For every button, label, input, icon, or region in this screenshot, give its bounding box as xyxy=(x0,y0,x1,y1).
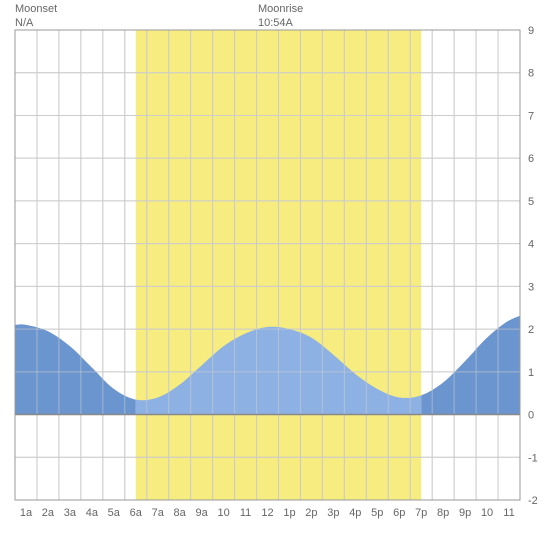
x-tick-label: 9p xyxy=(459,507,471,519)
x-tick-label: 1p xyxy=(283,507,295,519)
moonset-header: Moonset N/A xyxy=(15,2,57,31)
x-tick-label: 8a xyxy=(174,507,187,519)
x-tick-label: 2a xyxy=(42,507,55,519)
y-tick-label: 8 xyxy=(528,68,534,80)
moonrise-label: Moonrise xyxy=(258,3,303,15)
x-tick-label: 3a xyxy=(64,507,77,519)
x-tick-label: 7a xyxy=(152,507,165,519)
y-tick-label: 2 xyxy=(528,324,534,336)
x-tick-label: 3p xyxy=(327,507,339,519)
y-tick-label: 4 xyxy=(528,239,534,251)
moonrise-value: 10:54A xyxy=(258,17,293,29)
y-tick-label: 7 xyxy=(528,110,534,122)
y-tick-label: 9 xyxy=(528,25,534,37)
x-tick-label: 11 xyxy=(503,507,514,519)
x-tick-label: 10 xyxy=(217,507,229,519)
x-tick-label: 10 xyxy=(481,507,493,519)
x-tick-label: 5a xyxy=(108,507,121,519)
x-tick-label: 8p xyxy=(437,507,449,519)
y-tick-label: 1 xyxy=(528,367,534,379)
x-tick-label: 4p xyxy=(349,507,361,519)
y-tick-label: -2 xyxy=(528,495,538,507)
moonrise-header: Moonrise 10:54A xyxy=(258,2,303,31)
moonset-label: Moonset xyxy=(15,3,57,15)
y-tick-label: -1 xyxy=(528,452,538,464)
x-tick-label: 6p xyxy=(393,507,405,519)
x-tick-label: 9a xyxy=(196,507,209,519)
tide-chart-panel: Moonset N/A Moonrise 10:54A -2-101234567… xyxy=(0,0,550,550)
x-tick-label: 6a xyxy=(130,507,143,519)
moonset-value: N/A xyxy=(15,17,33,29)
y-tick-label: 5 xyxy=(528,196,534,208)
y-tick-label: 3 xyxy=(528,281,534,293)
x-tick-label: 7p xyxy=(415,507,427,519)
y-tick-label: 0 xyxy=(528,410,534,422)
x-tick-label: 1a xyxy=(20,507,33,519)
y-tick-label: 6 xyxy=(528,153,534,165)
tide-chart: -2-101234567891a2a3a4a5a6a7a8a9a1011121p… xyxy=(0,0,550,550)
x-tick-label: 4a xyxy=(86,507,99,519)
x-tick-label: 11 xyxy=(240,507,251,519)
x-tick-label: 5p xyxy=(371,507,383,519)
x-tick-label: 12 xyxy=(261,507,273,519)
x-tick-label: 2p xyxy=(305,507,317,519)
